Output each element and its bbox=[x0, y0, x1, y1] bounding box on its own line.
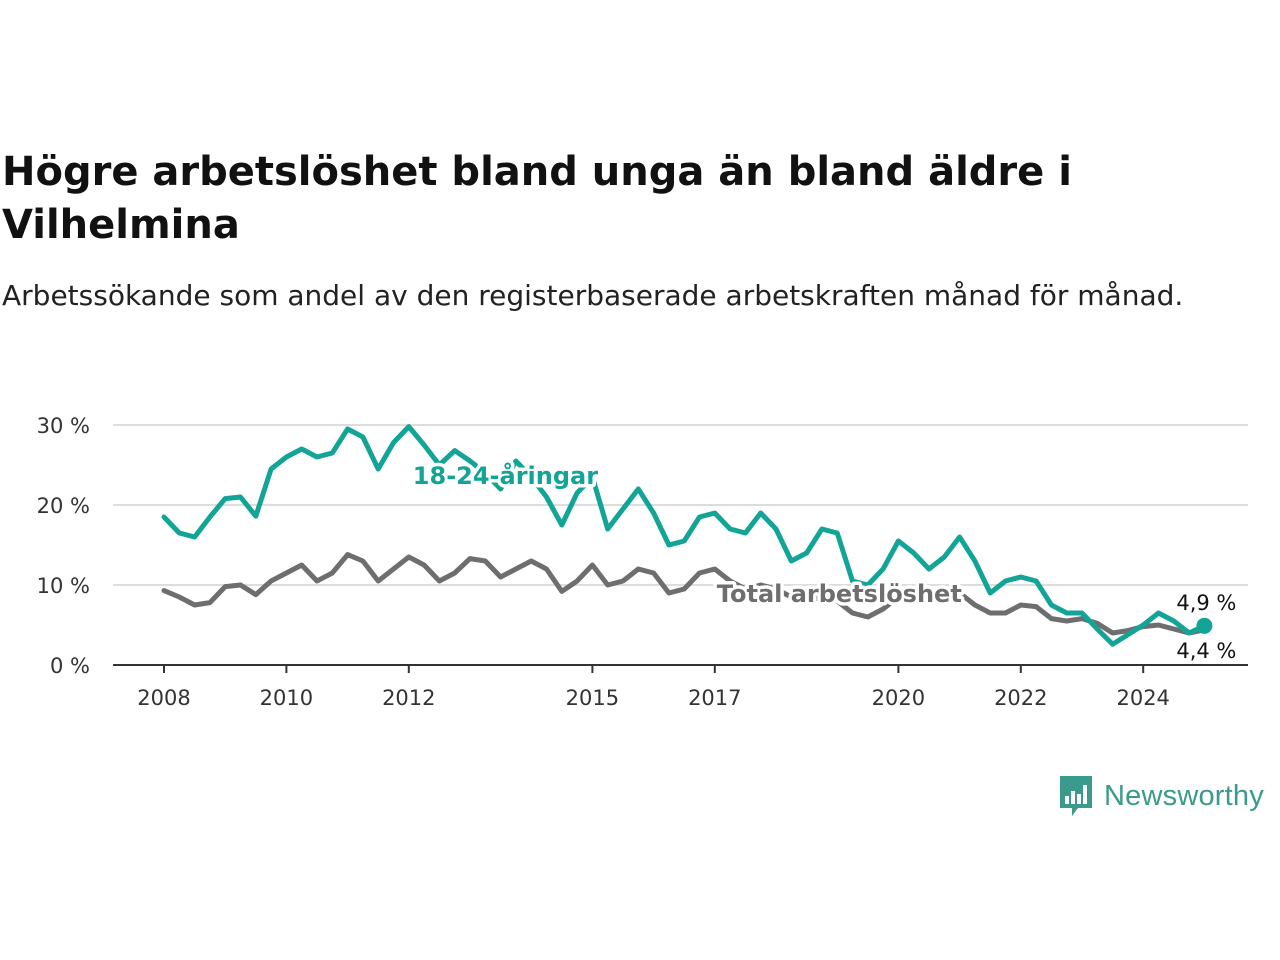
youth-series-label: 18-24-åringar bbox=[413, 461, 598, 490]
youth-end-value-label: 4,9 % bbox=[1176, 591, 1236, 615]
x-tick-label: 2022 bbox=[994, 686, 1047, 710]
total-series-label-halo: Total arbetslöshet bbox=[717, 580, 962, 608]
x-tick-label: 2015 bbox=[566, 686, 619, 710]
y-tick-label: 0 % bbox=[50, 654, 90, 678]
x-axis: 2008 2010 2012 2015 2017 2020 2022 2024 bbox=[113, 664, 1248, 710]
chart-subtitle: Arbetssökande som andel av den registerb… bbox=[2, 279, 1184, 312]
line-chart: 0 % 10 % 20 % 30 % 2008 2010 2012 2015 2017 2020… bbox=[37, 414, 1248, 710]
youth-series-line bbox=[161, 424, 1207, 647]
youth-series-label-halo: 18-24-åringar bbox=[413, 461, 598, 490]
y-tick-label: 10 % bbox=[37, 574, 90, 598]
newsworthy-logo: Newsworthy bbox=[1058, 774, 1264, 818]
total-series-label: Total arbetslöshet bbox=[717, 580, 962, 608]
y-tick-label: 30 % bbox=[37, 414, 90, 438]
bar-chart-speech-bubble-icon bbox=[1060, 776, 1092, 816]
x-tick-label: 2020 bbox=[872, 686, 925, 710]
series-lines bbox=[161, 424, 1213, 647]
total-end-value-label-halo: 4,4 % bbox=[1176, 639, 1236, 663]
chart-title: Högre arbetslöshet bland unga än bland ä… bbox=[2, 149, 1072, 248]
x-tick-label: 2017 bbox=[688, 686, 741, 710]
total-series-line bbox=[161, 552, 1207, 636]
x-tick-label: 2010 bbox=[260, 686, 313, 710]
gridlines bbox=[113, 424, 1248, 586]
x-tick-label: 2012 bbox=[382, 686, 435, 710]
total-end-value-label: 4,4 % bbox=[1176, 639, 1236, 663]
x-tick-label: 2024 bbox=[1116, 686, 1169, 710]
x-tick-label: 2008 bbox=[137, 686, 190, 710]
youth-end-marker bbox=[1196, 617, 1213, 634]
youth-end-value-label-halo: 4,9 % bbox=[1176, 591, 1236, 615]
brand-name: Newsworthy bbox=[1104, 779, 1264, 812]
y-axis-labels: 0 % 10 % 20 % 30 % bbox=[37, 414, 90, 678]
y-tick-label: 20 % bbox=[37, 494, 90, 518]
